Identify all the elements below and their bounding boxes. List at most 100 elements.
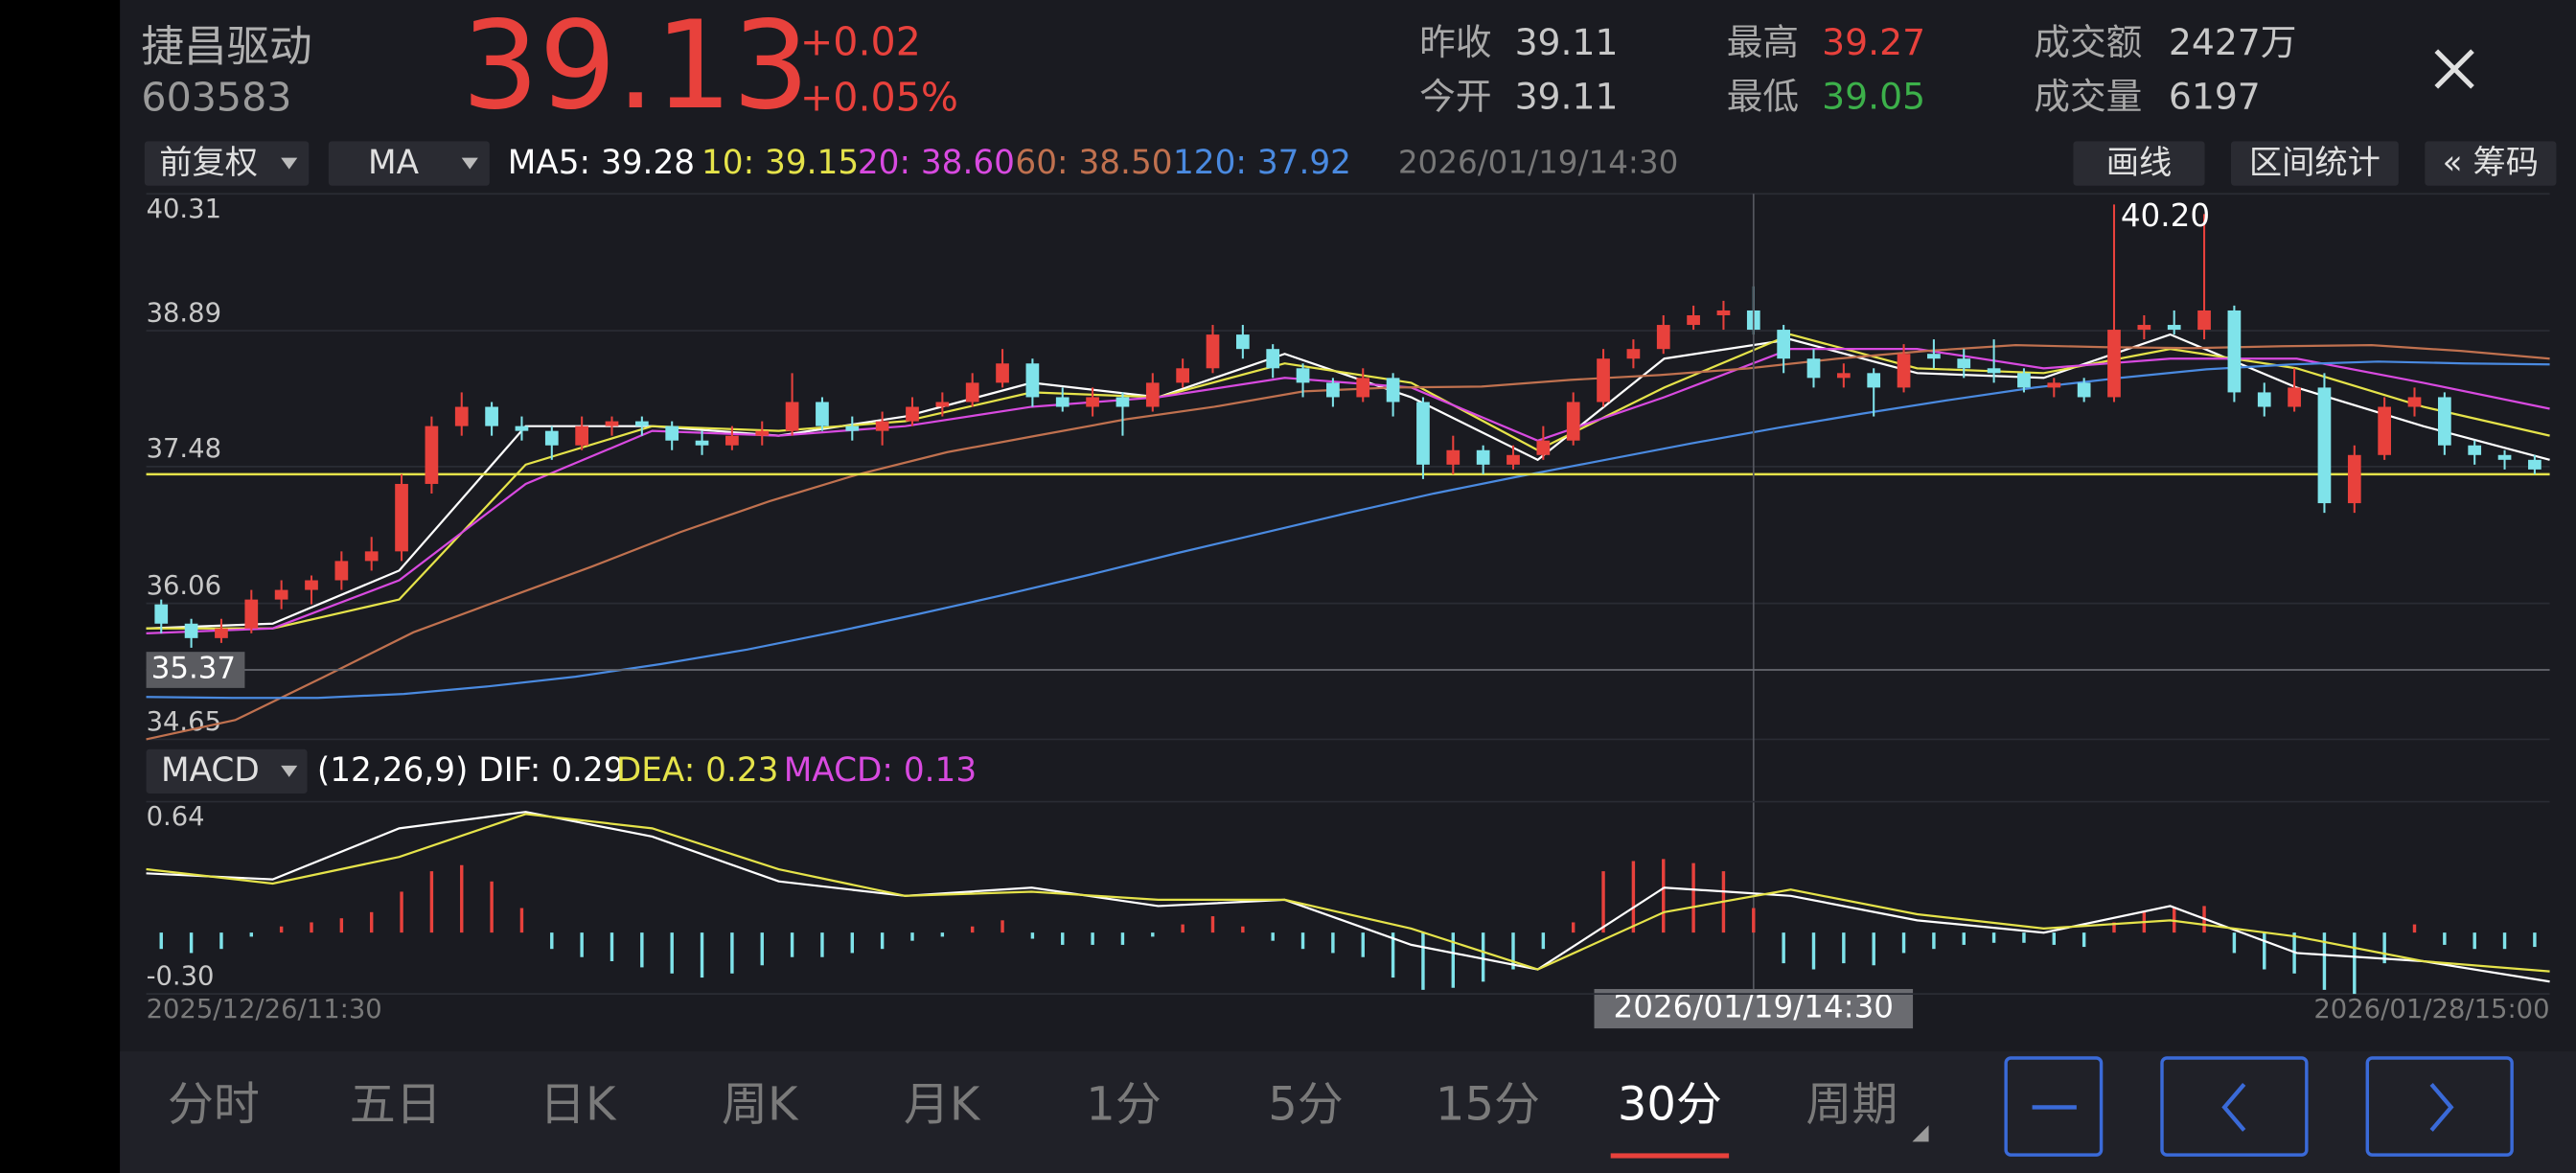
left-strip — [0, 0, 121, 1173]
candle-body — [515, 426, 529, 431]
candle-body — [1566, 402, 1580, 441]
stat-value: 39.11 — [1515, 21, 1619, 63]
y-tick-label: 40.31 — [147, 195, 221, 224]
indicator-dropdown[interactable] — [328, 141, 490, 186]
ma-legend: 60: 38.50 — [1015, 144, 1172, 182]
period-tab[interactable]: 分时 — [168, 1077, 260, 1131]
candle-body — [1626, 349, 1641, 359]
candle-body — [364, 551, 379, 562]
y-tick-label: 38.89 — [147, 298, 221, 328]
indicator-label: MA — [368, 144, 420, 182]
candle-body — [575, 426, 589, 446]
tool-button[interactable] — [2073, 141, 2205, 186]
candle-body — [1025, 363, 1040, 398]
candle-body — [1597, 358, 1610, 402]
crosshair-value: 35.37 — [151, 652, 236, 686]
adjust-dropdown[interactable] — [144, 141, 310, 186]
period-tab[interactable]: 日K — [540, 1077, 617, 1131]
nav-button[interactable] — [2160, 1056, 2309, 1157]
candle-body — [845, 426, 860, 431]
stat-value: 2427万 — [2169, 21, 2297, 63]
period-tab[interactable]: 月K — [904, 1077, 981, 1131]
nav-icon — [2429, 1083, 2454, 1132]
candle-body — [2407, 397, 2422, 407]
period-tab[interactable]: 周期 — [1806, 1077, 1898, 1131]
footer-bar — [120, 1051, 2576, 1173]
period-tab[interactable]: 30分 — [1618, 1077, 1722, 1131]
candle-body — [544, 430, 559, 446]
candle-body — [2137, 325, 2151, 331]
candle-body — [334, 561, 349, 581]
candle-body — [1867, 373, 1881, 388]
candle-body — [1386, 378, 1400, 402]
period-tab[interactable]: 五日 — [350, 1077, 442, 1131]
candle-body — [485, 406, 498, 426]
candle-body — [2497, 454, 2512, 460]
y-tick-label: 34.65 — [147, 707, 221, 737]
candle-body — [906, 406, 919, 422]
tool-button-label: « 筹码 — [2443, 144, 2539, 182]
tool-button[interactable] — [2425, 141, 2557, 186]
candle-body — [1536, 440, 1551, 455]
candle-body — [1446, 449, 1460, 465]
macd-dropdown[interactable] — [146, 748, 308, 794]
candle-body — [695, 440, 709, 446]
candle-body — [425, 426, 439, 484]
tool-button[interactable] — [2231, 141, 2399, 186]
nav-button[interactable] — [2365, 1056, 2514, 1157]
candle-body — [816, 402, 829, 426]
candle-body — [1957, 358, 1971, 369]
ma-legend: 120: 37.92 — [1173, 144, 1351, 182]
candle-body — [1476, 449, 1490, 465]
stat-value: 39.11 — [1515, 75, 1619, 117]
macd-indicator: MACD — [161, 751, 260, 790]
period-tab[interactable]: 15分 — [1436, 1077, 1540, 1131]
stat-label: 成交额 — [2034, 21, 2142, 63]
candle-body — [1836, 373, 1851, 379]
dropdown-arrow — [281, 765, 298, 777]
candle-body — [1687, 314, 1700, 326]
stat-value: 39.05 — [1822, 75, 1925, 117]
indicator-line — [146, 333, 2550, 630]
macd-legend: DEA: 0.23 — [616, 751, 779, 790]
stat-label: 最低 — [1727, 75, 1799, 117]
period-tab[interactable]: 1分 — [1086, 1077, 1162, 1131]
candle-body — [1416, 402, 1430, 465]
candle-body — [2347, 454, 2361, 504]
candle-body — [2167, 325, 2181, 331]
close-button[interactable] — [2434, 49, 2474, 89]
candle-body — [875, 421, 889, 431]
candle-body — [1296, 368, 1310, 383]
nav-icon — [2221, 1083, 2246, 1132]
crosshair-time-box — [1594, 989, 1914, 1029]
macd-legend: (12,26,9) DIF: 0.29 — [317, 751, 625, 790]
candle-body — [2077, 382, 2091, 398]
candle-body — [274, 589, 288, 600]
candle-body — [1927, 354, 1941, 359]
change: +0.02 — [800, 18, 921, 64]
ma-legend: 10: 39.15 — [702, 144, 859, 182]
period-tab[interactable]: 5分 — [1268, 1077, 1344, 1131]
stock-name: 捷昌驱动 — [141, 21, 311, 71]
candle-body — [1116, 397, 1130, 407]
indicator-line — [146, 360, 2550, 700]
candle-body — [1506, 454, 1520, 465]
candle-body — [634, 421, 649, 426]
candle-body — [1806, 358, 1821, 379]
candle-body — [1145, 382, 1160, 407]
candle-body — [1356, 378, 1370, 398]
indicator-line — [146, 333, 2550, 630]
indicator-line — [146, 813, 2550, 973]
max-label: 40.20 — [2121, 197, 2210, 234]
candle-body — [755, 430, 770, 436]
candle-body — [154, 604, 169, 624]
nav-button[interactable] — [2004, 1056, 2104, 1157]
candle-body — [725, 435, 739, 446]
candle-body — [1716, 310, 1731, 315]
candle-body — [2257, 392, 2271, 407]
period-tab[interactable]: 周K — [722, 1077, 799, 1131]
candle-body — [1326, 382, 1340, 398]
tab-corner — [1912, 1125, 1929, 1142]
